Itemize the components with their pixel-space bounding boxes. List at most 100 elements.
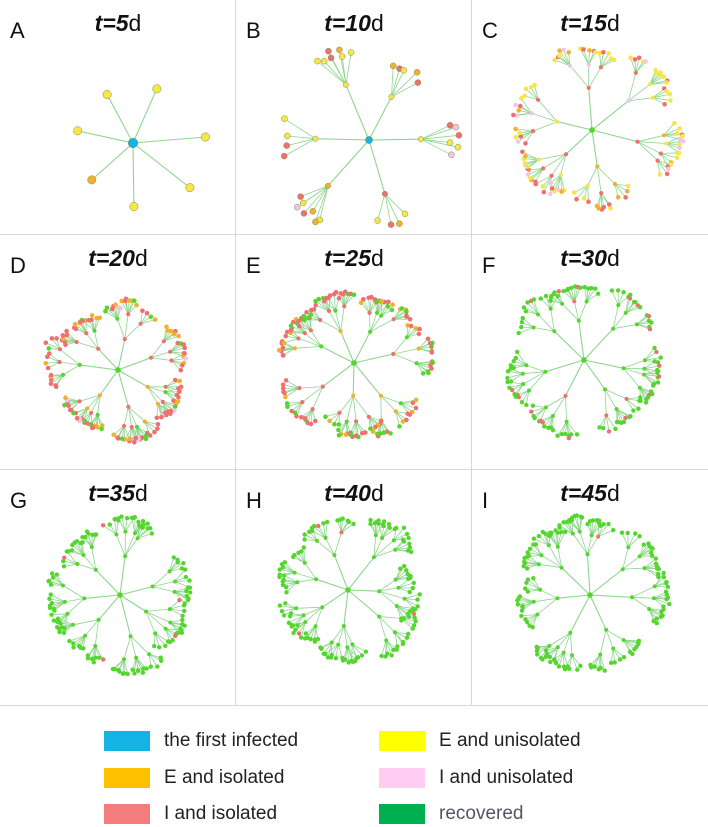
tree-edge — [586, 287, 592, 302]
tree-node — [359, 653, 365, 658]
tree-node — [67, 638, 72, 644]
tree-edge — [341, 56, 347, 85]
tree-node — [446, 122, 454, 129]
tree-node — [90, 425, 95, 431]
tree-edge — [64, 598, 85, 603]
tree-edge — [124, 323, 141, 340]
tree-node — [538, 418, 543, 423]
tree-edge — [98, 594, 121, 621]
tree-edge — [528, 371, 546, 391]
tree-edge — [404, 598, 418, 607]
tree-edge — [343, 589, 349, 627]
tree-edge — [152, 586, 175, 593]
tree-node — [643, 400, 649, 405]
tree-edge — [623, 639, 639, 645]
panel-letter: A — [10, 18, 25, 43]
tree-edge — [353, 353, 394, 364]
tree-node — [507, 385, 512, 390]
tree-node — [283, 601, 288, 606]
tree-node — [633, 300, 638, 305]
tree-edge — [77, 130, 134, 144]
tree-edge — [291, 401, 303, 412]
tree-node — [538, 296, 543, 301]
tree-node — [585, 183, 590, 188]
tree-edge — [393, 353, 417, 364]
tree-edge — [169, 608, 183, 617]
tree-edge — [600, 59, 615, 68]
tree-node — [185, 183, 195, 193]
tree-edge — [117, 369, 129, 408]
tree-edge — [536, 645, 550, 655]
tree-edge — [649, 82, 667, 85]
tree-node — [513, 355, 518, 361]
tree-edge — [385, 640, 392, 656]
tree-node — [413, 619, 418, 624]
tree-node — [396, 220, 403, 227]
tree-node — [547, 643, 552, 648]
tree-node — [77, 362, 82, 367]
tree-edges — [284, 49, 459, 225]
tree-edge — [282, 581, 298, 586]
tree-node — [611, 646, 616, 651]
tree-node — [177, 389, 182, 394]
tree-node — [48, 582, 54, 587]
tree-node — [642, 358, 647, 363]
tree-edge — [84, 594, 121, 599]
tree-node — [49, 336, 55, 341]
tree-node — [621, 290, 626, 295]
tree-node — [327, 54, 335, 62]
tree-edge — [124, 533, 136, 557]
tree-node — [292, 553, 297, 558]
root-node — [127, 137, 139, 149]
tree-node — [572, 299, 577, 304]
tree-edge — [652, 88, 665, 99]
tree-edge — [300, 621, 306, 638]
tree-node — [396, 585, 401, 590]
tree-node — [302, 537, 307, 542]
tree-edge — [643, 374, 654, 386]
tree-node — [43, 340, 49, 346]
tree-node — [525, 589, 530, 594]
tree-edge — [121, 516, 126, 532]
tree-edge — [591, 520, 594, 536]
tree-node — [129, 202, 139, 211]
tree-node — [651, 619, 656, 624]
tree-node — [123, 554, 128, 559]
panel-g: G t=35d — [0, 470, 236, 705]
tree-node — [511, 365, 516, 371]
tree-edge — [576, 515, 581, 532]
tree-node — [293, 203, 301, 211]
time-value: 30 — [581, 245, 607, 271]
legend-item-e-isolated: E and isolated — [104, 767, 284, 789]
tree-node — [350, 642, 355, 647]
tree-edge — [395, 543, 410, 551]
tree-edge — [542, 153, 567, 169]
tree-node — [531, 414, 536, 419]
time-prefix: t= — [560, 245, 582, 271]
tree-node — [301, 613, 306, 618]
tree-edge — [132, 136, 206, 144]
tree-edge — [341, 518, 344, 533]
tree-node — [83, 534, 88, 540]
tree-node — [333, 656, 339, 661]
tree-edge — [591, 129, 638, 143]
tree-edge — [553, 330, 585, 361]
tree-edge — [284, 575, 298, 583]
tree-node — [524, 402, 529, 408]
tree-node — [316, 296, 321, 302]
tree-node — [661, 575, 667, 580]
tree-edge — [524, 557, 539, 565]
tree-node — [538, 655, 544, 661]
tree-edge — [48, 580, 64, 586]
tree-edge — [322, 362, 355, 388]
tree-edge — [79, 394, 101, 402]
tree-edge — [613, 324, 637, 330]
tree-edge — [393, 348, 419, 355]
tree-node — [318, 645, 323, 650]
tree-node — [405, 411, 411, 416]
legend-item-i-isolated: I and isolated — [104, 803, 277, 825]
tree-edge — [174, 587, 189, 593]
tree-node — [513, 126, 518, 132]
tree-edge — [394, 631, 409, 635]
time-value: 10 — [345, 10, 371, 36]
